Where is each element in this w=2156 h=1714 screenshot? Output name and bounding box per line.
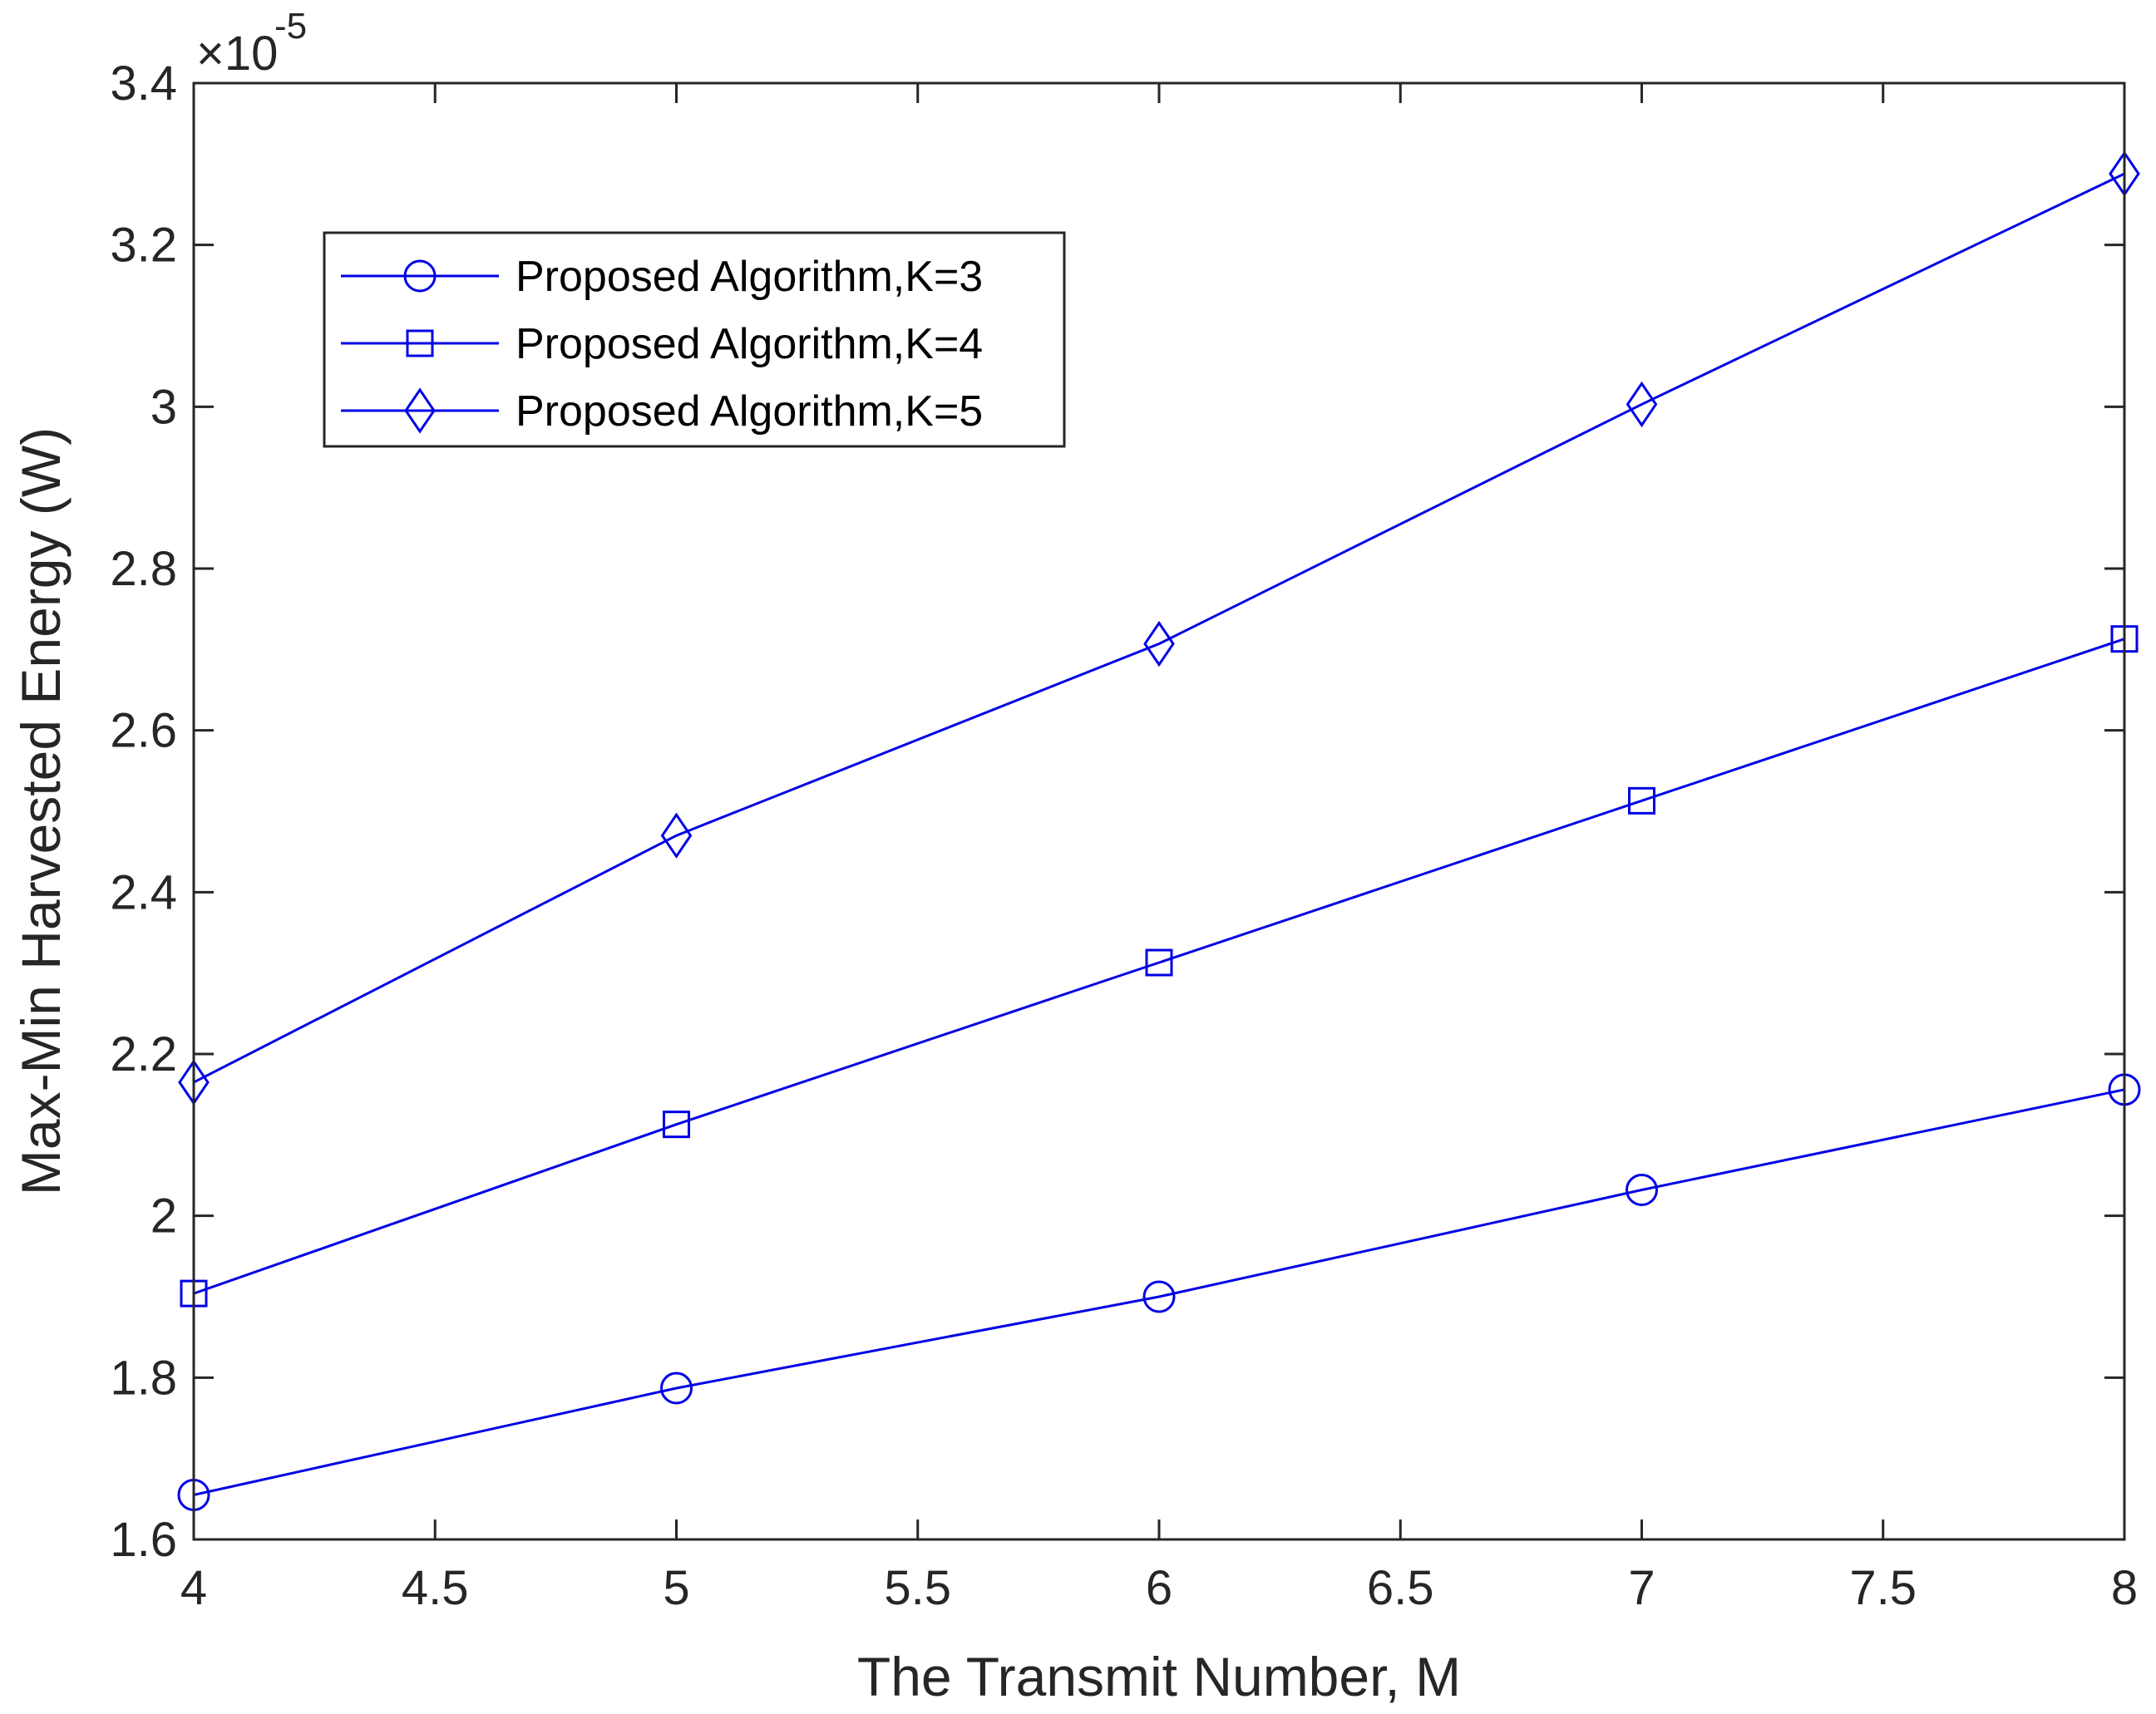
x-tick-label: 7.5 — [1849, 1561, 1917, 1615]
x-tick-label: 6.5 — [1367, 1561, 1434, 1615]
y-tick-label: 3.4 — [110, 57, 177, 111]
y-tick-label: 2.6 — [110, 704, 177, 758]
y-exponent-label: ×10 — [196, 27, 278, 81]
y-tick-label: 2.8 — [110, 542, 177, 596]
x-tick-label: 8 — [2111, 1561, 2138, 1615]
y-tick-label: 3.2 — [110, 219, 177, 273]
legend-item: Proposed Algorithm,K=5 — [341, 387, 983, 436]
y-tick-label: 2 — [150, 1189, 177, 1244]
data-point-diamond — [1143, 620, 1175, 667]
data-point-diamond — [660, 812, 693, 859]
y-tick-label: 3 — [150, 380, 177, 434]
data-point-circle — [1626, 1174, 1658, 1207]
legend-label: Proposed Algorithm,K=4 — [516, 320, 983, 368]
legend-label: Proposed Algorithm,K=3 — [516, 253, 983, 301]
x-tick-label: 5 — [663, 1561, 689, 1615]
series-line — [193, 638, 2125, 1295]
x-axis-label: The Transmit Number, M — [857, 1646, 1461, 1707]
series-line — [193, 172, 2125, 1084]
y-exponent: ×10 -5 — [196, 6, 307, 81]
data-point-circle — [660, 1372, 693, 1405]
x-tick-label: 5.5 — [884, 1561, 951, 1615]
data-point-square — [663, 1111, 690, 1139]
data-point-square — [1145, 948, 1173, 977]
y-axis-label: Max-Min Harvested Energy (W) — [10, 427, 72, 1195]
y-axis-ticks: 1.6 1.8 2 2.2 2.4 2.6 2.8 3 3.2 3.4 — [110, 57, 2124, 1567]
y-tick-label: 1.6 — [110, 1513, 177, 1567]
x-tick-label: 4.5 — [402, 1561, 469, 1615]
legend: Proposed Algorithm,K=3 Proposed Algorithm… — [323, 231, 1066, 448]
y-tick-label: 2.2 — [110, 1027, 177, 1081]
y-exponent-power: -5 — [274, 6, 307, 47]
data-point-square — [1628, 786, 1655, 815]
x-tick-label: 7 — [1628, 1561, 1655, 1615]
series-line — [193, 1088, 2125, 1496]
legend-item: Proposed Algorithm,K=3 — [341, 253, 983, 301]
data-point-diamond — [1626, 381, 1658, 428]
y-tick-label: 1.8 — [110, 1351, 177, 1405]
x-tick-label: 6 — [1146, 1561, 1172, 1615]
data-point-circle — [1142, 1280, 1176, 1313]
y-tick-label: 2.4 — [110, 865, 177, 919]
legend-marker-circle — [403, 259, 437, 293]
x-tick-label: 4 — [180, 1561, 207, 1615]
legend-marker-square — [406, 329, 434, 357]
legend-marker-diamond — [404, 387, 436, 434]
x-axis-ticks: 4 4.5 5 5.5 6 6.5 7 7.5 8 — [180, 83, 2138, 1615]
legend-label: Proposed Algorithm,K=5 — [516, 387, 983, 436]
legend-item: Proposed Algorithm,K=4 — [341, 320, 983, 368]
